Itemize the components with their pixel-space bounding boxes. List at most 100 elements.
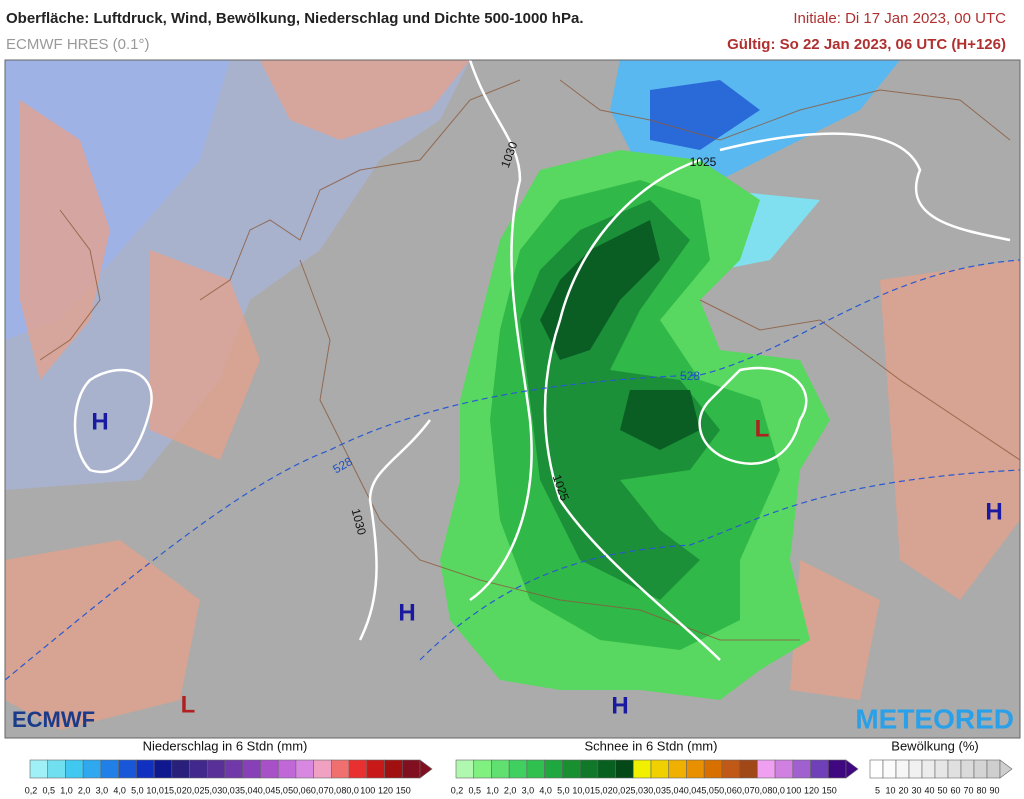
- legend-label: 20: [898, 785, 908, 795]
- legend-swatch: [615, 759, 634, 779]
- legend-swatch: [810, 759, 829, 779]
- meteored-logo: METEORED: [855, 703, 1014, 734]
- high-label: H: [611, 692, 628, 719]
- legend-swatch: [47, 759, 66, 779]
- legend-label: 80,0: [767, 785, 785, 795]
- legend-label: 25,0: [626, 785, 644, 795]
- legend-swatch: [973, 759, 988, 779]
- legend-swatch: [869, 759, 884, 779]
- legend-swatch: [544, 759, 563, 779]
- legend-swatch: [491, 759, 510, 779]
- legend-label: 40,0: [253, 785, 271, 795]
- legend-label: 2,0: [504, 785, 517, 795]
- land-area: [5, 60, 1020, 730]
- legend-label: 10,0: [146, 785, 164, 795]
- model: ECMWF HRES (0.1°): [6, 36, 150, 53]
- legend-swatch: [189, 759, 208, 779]
- legend-swatch: [295, 759, 314, 779]
- legend-swatch: [508, 759, 528, 779]
- legend-label: 35,0: [661, 785, 679, 795]
- legend-swatch: [562, 759, 581, 779]
- legend-swatch: [632, 759, 652, 779]
- legend-label: 100: [360, 785, 375, 795]
- legend-swatch: [827, 759, 847, 779]
- legends: Niederschlag in 6 Stdn (mm) 0,2 0,5 1,0 2,0 3…: [25, 738, 1013, 795]
- legend-label: 3,0: [96, 785, 109, 795]
- legend-label: 35,0: [235, 785, 253, 795]
- legend-swatch: [171, 759, 190, 779]
- title: Oberfläche: Luftdruck, Wind, Bewölkung, …: [6, 10, 584, 27]
- legend-label: 0,5: [468, 785, 481, 795]
- isobar-label: 1025: [690, 155, 717, 169]
- ecmwf-logo: ECMWF: [12, 707, 95, 732]
- legend-swatch: [473, 759, 492, 779]
- legend-label: 150: [396, 785, 411, 795]
- legend-label: 50,0: [288, 785, 306, 795]
- high-label: H: [398, 599, 415, 626]
- valid-time: Gültig: So 22 Jan 2023, 06 UTC (H+126): [727, 36, 1006, 53]
- legend-label: 45,0: [270, 785, 288, 795]
- legend-swatch: [153, 759, 173, 779]
- legend-label: 1,0: [486, 785, 499, 795]
- legend-label: 20,0: [608, 785, 626, 795]
- legend-swatch: [650, 759, 670, 779]
- legend-label: 25,0: [200, 785, 218, 795]
- legend-swatch: [579, 759, 599, 779]
- legend-label: 15,0: [590, 785, 608, 795]
- legend-swatch: [100, 759, 119, 779]
- high-label: H: [91, 408, 108, 435]
- legend-label: 60,0: [306, 785, 324, 795]
- legend-arrow: [845, 759, 859, 779]
- borders: [39, 79, 1020, 641]
- legend-title: Schnee in 6 Stdn (mm): [585, 738, 718, 753]
- legend-label: 50: [937, 785, 947, 795]
- legend-label: 60: [950, 785, 960, 795]
- legend-label: 40,0: [679, 785, 697, 795]
- initial-time: Initiale: Di 17 Jan 2023, 00 UTC: [793, 10, 1006, 27]
- legend-swatch: [65, 759, 84, 779]
- legend-swatch: [277, 759, 297, 779]
- legend-swatch: [668, 759, 687, 779]
- legend-swatch: [118, 759, 137, 779]
- legend-label: 2,0: [78, 785, 91, 795]
- legend-swatch: [331, 759, 350, 779]
- legend-swatch: [455, 759, 475, 779]
- legend-swatch: [986, 759, 1001, 779]
- legend-swatch: [366, 759, 385, 779]
- legend-swatch: [960, 759, 975, 779]
- legend-swatch: [895, 759, 910, 779]
- legend-label: 90: [989, 785, 999, 795]
- legend-label: 4,0: [113, 785, 126, 795]
- legend-label: 5,0: [131, 785, 144, 795]
- low-label: L: [181, 691, 196, 718]
- legend-swatch: [908, 759, 923, 779]
- legend-swatch: [597, 759, 616, 779]
- legend-label: 0,5: [42, 785, 55, 795]
- legend-label: 0,2: [25, 785, 38, 795]
- thickness-label: 528: [680, 369, 700, 383]
- legend-swatch: [921, 759, 936, 779]
- legend-swatch: [934, 759, 949, 779]
- legend-swatch: [526, 759, 545, 779]
- legend-label: 30,0: [643, 785, 661, 795]
- legend-swatch: [703, 759, 723, 779]
- legend-label: 70,0: [750, 785, 768, 795]
- legend-label: 30,0: [217, 785, 235, 795]
- map-frame: [4, 59, 1021, 739]
- legend-swatch: [686, 759, 705, 779]
- legend-swatch: [206, 759, 226, 779]
- legend-swatch: [401, 759, 421, 779]
- legend-swatch: [136, 759, 155, 779]
- legend-label: 15,0: [164, 785, 182, 795]
- legend-swatch: [313, 759, 332, 779]
- precipitation-area: [540, 220, 700, 450]
- legend-swatch: [224, 759, 244, 779]
- legend-swatch: [947, 759, 962, 779]
- legend-swatch: [82, 759, 102, 779]
- legend-label: 20,0: [182, 785, 200, 795]
- legend-label: 80,0: [341, 785, 359, 795]
- legend-swatch: [757, 759, 776, 779]
